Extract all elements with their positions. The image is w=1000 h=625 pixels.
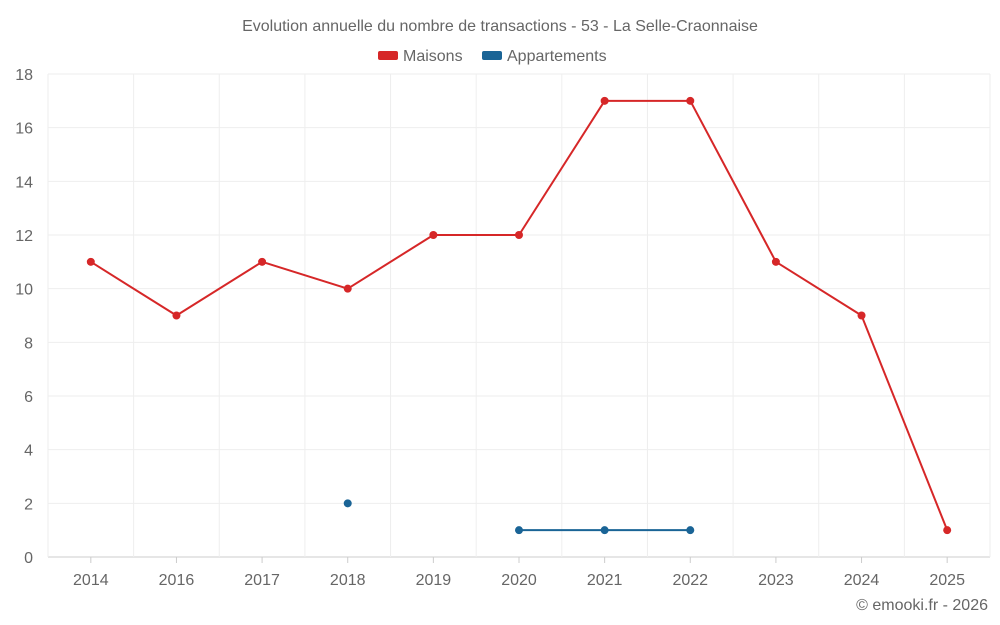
data-point-appartements[interactable]	[343, 499, 352, 508]
y-axis: 0 2 4 6 8 10 12 14 16 18	[15, 67, 33, 567]
y-tick-label: 12	[15, 228, 33, 245]
legend-swatch-appartements[interactable]	[482, 51, 502, 60]
y-tick-label: 2	[24, 496, 33, 513]
chart-title: Evolution annuelle du nombre de transact…	[242, 18, 758, 35]
y-tick-label: 6	[24, 389, 33, 406]
data-point-appartements[interactable]	[515, 526, 523, 535]
x-tick-label: 2024	[844, 572, 880, 589]
y-tick-label: 18	[15, 67, 33, 84]
x-tick-label: 2020	[501, 572, 537, 589]
data-point-maisons[interactable]	[258, 257, 267, 266]
x-tick-label: 2014	[73, 572, 109, 589]
y-tick-label: 0	[24, 550, 33, 567]
series-layer	[86, 96, 952, 535]
data-point-maisons[interactable]	[943, 526, 952, 535]
watermark-text: © emooki.fr - 2026	[856, 597, 988, 614]
legend-label-appartements[interactable]: Appartements	[507, 48, 607, 65]
legend: Maisons Appartements	[378, 48, 607, 65]
x-tick-label: 2017	[244, 572, 280, 589]
data-point-maisons[interactable]	[686, 96, 695, 105]
grid	[47, 73, 991, 558]
x-tick-label: 2016	[159, 572, 195, 589]
x-tick-label: 2023	[758, 572, 794, 589]
data-point-maisons[interactable]	[86, 257, 95, 266]
legend-swatch-maisons[interactable]	[378, 51, 398, 60]
data-point-maisons[interactable]	[172, 311, 181, 320]
x-tick-label: 2018	[330, 572, 366, 589]
data-point-maisons[interactable]	[600, 96, 609, 105]
x-tick-label: 2025	[929, 572, 965, 589]
y-tick-label: 16	[15, 121, 33, 138]
x-tick-label: 2021	[587, 572, 623, 589]
data-point-maisons[interactable]	[857, 311, 866, 320]
data-point-maisons[interactable]	[429, 231, 438, 239]
data-point-maisons[interactable]	[515, 231, 523, 239]
x-tick-label: 2022	[672, 572, 708, 589]
x-tick-label: 2019	[416, 572, 452, 589]
y-tick-label: 8	[24, 335, 33, 352]
y-tick-label: 10	[15, 282, 33, 299]
data-point-appartements[interactable]	[686, 526, 695, 535]
data-point-appartements[interactable]	[600, 526, 609, 535]
legend-label-maisons[interactable]: Maisons	[403, 48, 463, 65]
x-axis: 2014 2016 2017 2018 2019 2020 2021 2022 2023 2024…	[73, 557, 965, 589]
data-point-maisons[interactable]	[343, 284, 352, 293]
y-tick-label: 4	[24, 443, 33, 460]
y-tick-label: 14	[15, 174, 33, 191]
data-point-maisons[interactable]	[771, 257, 780, 266]
